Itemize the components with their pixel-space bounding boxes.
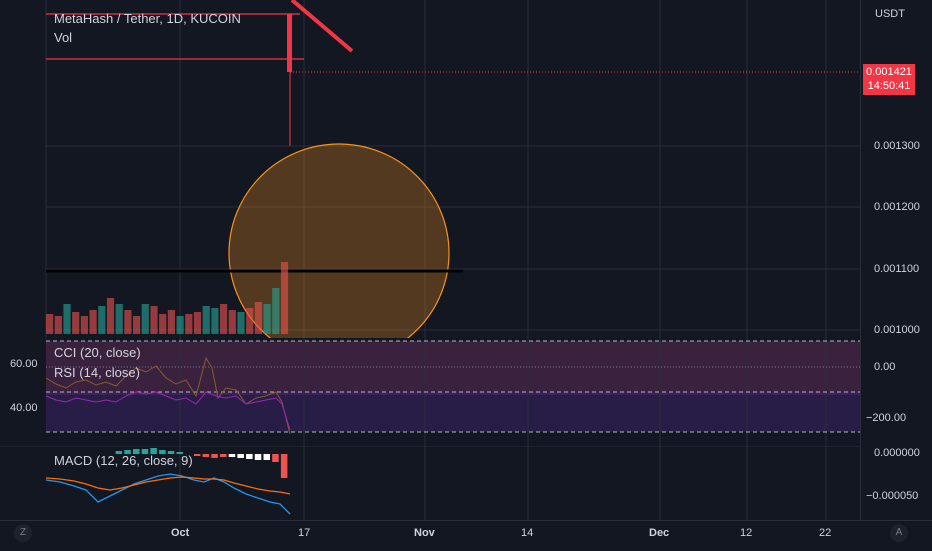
volume-bar	[211, 308, 219, 334]
time-label: 14	[521, 527, 534, 539]
macd-bar	[272, 454, 279, 462]
volume-bar	[263, 304, 271, 334]
volume-bar	[54, 316, 62, 334]
price-tick: 0.001300	[874, 140, 920, 152]
volume-bar	[220, 304, 228, 334]
trend-arrow	[290, 0, 354, 53]
price-tick: 0.001100	[874, 263, 920, 275]
macd-tick: −0.000050	[866, 490, 919, 502]
volume-bar	[150, 306, 158, 334]
price-tick: 0.001200	[874, 201, 920, 213]
macd-label[interactable]: MACD (12, 26, close, 9)	[54, 453, 193, 468]
last-price-tag: 0.001421 14:50:41	[863, 64, 915, 95]
cci-band	[46, 341, 860, 395]
macd-bar	[176, 452, 183, 454]
cci-rsi-pane[interactable]	[0, 338, 860, 446]
macd-bar	[237, 454, 244, 458]
volume-bar	[98, 306, 106, 334]
macd-bar	[115, 451, 123, 454]
volume-bar	[167, 310, 175, 334]
macd-pane[interactable]	[0, 446, 860, 520]
volume-bar	[272, 288, 280, 334]
rsi-label[interactable]: RSI (14, close)	[54, 365, 140, 380]
volume-bar	[202, 306, 210, 334]
macd-line	[45, 473, 291, 515]
volume-bar	[228, 310, 236, 334]
rsi-tick: 60.00	[10, 358, 38, 370]
time-label: Dec	[649, 527, 670, 539]
volume-bar	[185, 314, 193, 334]
rsi-tick: 40.00	[10, 402, 38, 414]
volume-bar	[106, 298, 115, 334]
volume-bar	[237, 312, 245, 334]
volume-bar	[115, 304, 123, 334]
cci-label[interactable]: CCI (20, close)	[54, 345, 141, 360]
macd-bar	[193, 454, 201, 456]
time-label: 12	[740, 527, 753, 539]
macd-bar	[220, 454, 227, 457]
drawing-lines[interactable]	[46, 13, 304, 60]
volume-bar	[246, 308, 254, 334]
currency-label: USDT	[875, 8, 905, 20]
macd-histogram	[115, 448, 288, 478]
macd-bar	[202, 454, 210, 457]
chart-title[interactable]: MetaHash / Tether, 1D, KUCOIN	[54, 11, 241, 26]
macd-bar	[263, 454, 270, 460]
macd-bar	[254, 454, 262, 460]
volume-bar	[176, 316, 184, 334]
time-label: Oct	[171, 527, 190, 539]
volume-bar	[89, 310, 97, 334]
volume-bar	[254, 302, 262, 334]
cci-line	[45, 356, 291, 435]
macd-bar	[167, 451, 175, 454]
volume-bar	[159, 314, 167, 334]
last-candle	[287, 14, 292, 72]
right-axis-divider	[860, 0, 861, 520]
volume-bar	[124, 310, 132, 334]
countdown: 14:50:41	[867, 80, 911, 92]
macd-bar	[228, 454, 236, 457]
time-label: Nov	[414, 527, 435, 539]
rsi-line	[45, 391, 291, 431]
macd-bar	[150, 448, 157, 454]
macd-bar	[246, 454, 253, 459]
macd-bar	[211, 454, 218, 458]
volume-bar	[141, 304, 149, 334]
cci-tick: −200.00	[866, 412, 907, 424]
main-chart[interactable]	[0, 0, 860, 338]
volume-bars	[46, 262, 289, 334]
macd-tick: 0.000000	[874, 447, 920, 459]
volume-bar	[80, 316, 88, 334]
signal-line	[45, 476, 291, 495]
rsi-band	[46, 392, 860, 432]
macd-bar	[124, 450, 131, 454]
zoom-toggle[interactable]: Z	[14, 524, 32, 542]
volume-label[interactable]: Vol	[54, 30, 73, 45]
volume-bar	[133, 316, 141, 334]
volume-bar	[46, 314, 54, 334]
volume-bar	[193, 312, 202, 334]
time-label: 17	[298, 527, 311, 539]
volume-bar	[280, 262, 289, 334]
macd-bar	[141, 449, 149, 454]
cci-tick: 0.00	[874, 361, 896, 373]
macd-bar	[280, 454, 288, 478]
time-axis[interactable]	[0, 520, 932, 551]
last-price: 0.001421	[866, 66, 912, 78]
macd-bar	[133, 449, 140, 454]
auto-scale-toggle[interactable]: A	[890, 524, 908, 542]
macd-bar	[159, 450, 166, 454]
volume-bar	[72, 312, 80, 334]
volume-bar	[63, 304, 71, 334]
price-tick: 0.001000	[874, 324, 920, 336]
time-label: 22	[819, 527, 832, 539]
